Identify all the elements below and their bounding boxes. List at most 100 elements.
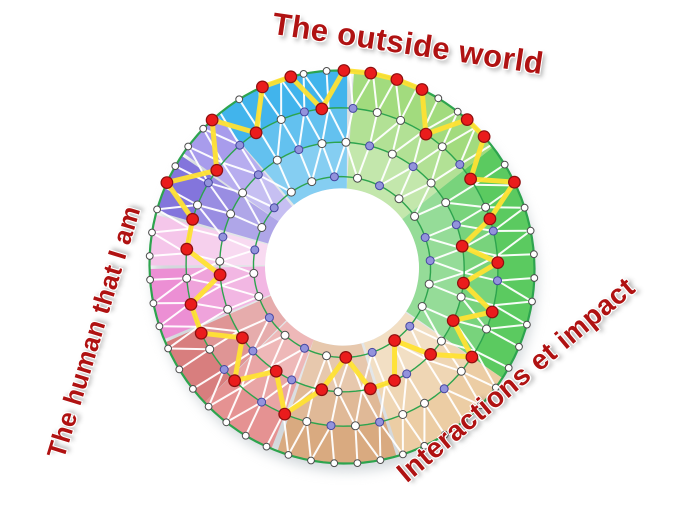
purple-node xyxy=(408,162,418,172)
white-node xyxy=(317,139,327,149)
mesh-line xyxy=(378,421,404,455)
mesh-line xyxy=(313,355,328,389)
mesh-line xyxy=(207,369,226,407)
red-node xyxy=(228,374,242,388)
white-node xyxy=(249,268,259,278)
white-node xyxy=(146,275,155,284)
mesh-line xyxy=(282,413,290,456)
white-node xyxy=(307,456,315,465)
purple-node xyxy=(439,384,449,394)
white-node xyxy=(153,205,162,214)
mesh-line xyxy=(156,208,191,230)
mesh-line xyxy=(221,284,260,298)
mesh-line xyxy=(368,112,379,147)
mesh-line xyxy=(303,111,323,145)
white-node xyxy=(330,459,339,468)
mesh-line xyxy=(269,334,286,368)
mesh-line xyxy=(414,201,447,218)
mesh-line xyxy=(424,223,457,239)
mesh-line xyxy=(463,271,498,282)
white-node xyxy=(254,292,264,301)
red-node xyxy=(315,102,329,116)
mesh-line xyxy=(455,206,487,226)
white-node xyxy=(257,223,267,232)
white-node xyxy=(199,124,208,133)
red-node xyxy=(457,276,470,290)
inner-lighten-inner xyxy=(219,142,465,392)
mesh-line xyxy=(197,308,229,328)
white-node xyxy=(205,344,215,354)
white-node xyxy=(322,67,331,75)
red-node xyxy=(424,348,438,361)
white-node xyxy=(515,342,523,351)
mesh-line xyxy=(270,347,305,369)
white-node xyxy=(193,200,202,210)
purple-node xyxy=(455,160,465,169)
mesh-line xyxy=(399,86,419,121)
white-node xyxy=(434,94,443,103)
mesh-line xyxy=(413,182,432,217)
white-node xyxy=(523,320,531,329)
purple-node xyxy=(348,103,358,113)
purple-node xyxy=(264,313,274,323)
mesh-line xyxy=(460,370,482,406)
mesh-line xyxy=(486,323,528,330)
mesh-line xyxy=(430,163,461,184)
purple-node xyxy=(451,220,461,230)
mesh-line xyxy=(493,304,528,326)
red-node xyxy=(364,382,377,396)
mesh-line xyxy=(280,79,306,113)
mesh-line xyxy=(290,347,306,381)
white-node xyxy=(441,198,451,208)
red-node xyxy=(491,256,505,270)
mesh-line xyxy=(445,201,486,209)
mesh-line xyxy=(150,277,187,281)
mesh-line xyxy=(475,350,510,369)
mesh-line xyxy=(424,358,446,390)
mesh-line xyxy=(241,192,263,228)
mesh-line xyxy=(330,425,336,464)
mesh-line xyxy=(354,390,363,426)
white-node xyxy=(171,162,180,171)
red-node xyxy=(284,70,298,84)
mesh-line xyxy=(202,127,241,147)
mesh-line xyxy=(310,425,332,461)
mesh-line xyxy=(497,253,534,257)
red-node xyxy=(180,242,194,256)
white-node xyxy=(276,115,286,124)
purple-node xyxy=(299,107,309,117)
mesh-line xyxy=(492,206,526,232)
white-node xyxy=(453,107,462,116)
white-node xyxy=(241,431,250,440)
white-node xyxy=(482,324,491,334)
mesh-line xyxy=(425,358,462,373)
white-node xyxy=(520,203,529,212)
mesh-line xyxy=(208,386,243,408)
mesh-line xyxy=(441,126,476,148)
mesh-line xyxy=(207,182,232,215)
white-node xyxy=(372,108,382,117)
mesh-line xyxy=(401,373,408,415)
mesh-line xyxy=(197,204,231,215)
mesh-line xyxy=(330,391,340,426)
purple-node xyxy=(257,397,267,407)
mesh-line xyxy=(333,141,347,178)
mesh-line xyxy=(401,413,426,447)
mesh-line xyxy=(168,347,210,351)
white-node xyxy=(353,173,362,183)
mesh-line xyxy=(225,401,263,424)
mesh-line xyxy=(276,119,283,161)
white-node xyxy=(149,299,158,308)
white-node xyxy=(500,160,509,169)
purple-node xyxy=(367,347,377,357)
mesh-line xyxy=(198,325,239,333)
purple-node xyxy=(219,365,229,374)
mesh-line xyxy=(227,295,260,311)
mesh-line xyxy=(372,73,379,113)
red-node xyxy=(315,383,329,397)
white-node xyxy=(307,177,317,187)
mesh-line xyxy=(391,131,423,155)
red-node xyxy=(460,113,474,126)
mesh-line xyxy=(384,383,404,416)
